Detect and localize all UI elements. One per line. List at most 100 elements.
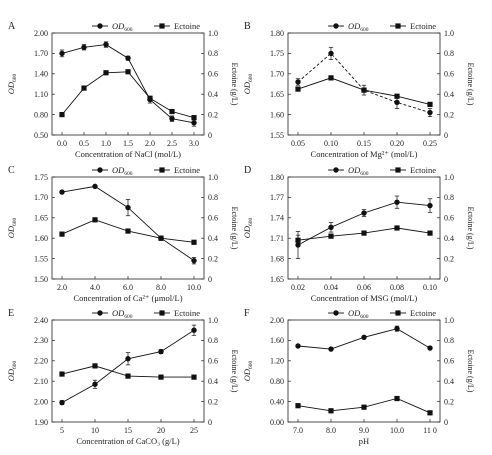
chart-panel-C: C 1.50 1.55 1.60 1.65 1.70 1.75 0 0.2 0.4 0.6 0.8 1.… <box>6 165 239 303</box>
y-right-tick-label: 0 <box>208 418 212 427</box>
data-point-ectoine <box>361 87 367 93</box>
x-tick-label: 8.0 <box>156 283 166 292</box>
data-point-od600 <box>427 202 433 209</box>
data-point-od600 <box>191 257 197 264</box>
x-tick-label: 1.5 <box>123 139 133 148</box>
y-right-tick-label: 0.4 <box>444 234 454 243</box>
y-left-tick-label: 2.00 <box>270 316 284 325</box>
x-tick-label: 0.5 <box>79 139 89 148</box>
legend-marker-ectoine <box>395 23 401 29</box>
data-point-od600 <box>125 55 131 61</box>
data-point-od600 <box>295 79 301 85</box>
y-left-tick-label: 0.50 <box>34 131 48 140</box>
data-point-ectoine <box>147 95 153 101</box>
data-point-ectoine <box>295 403 301 409</box>
panel-letter: E <box>8 308 14 319</box>
x-tick-label: 10.0 <box>390 426 404 435</box>
data-point-od600 <box>103 41 109 48</box>
y-right-tick-label: 0.4 <box>444 90 454 99</box>
data-point-od600 <box>328 50 334 57</box>
y-left-axis-title: OD600 <box>242 73 254 94</box>
legend-label-ectoine: Ectoine <box>174 165 200 175</box>
y-right-tick-label: 0.8 <box>208 193 218 202</box>
legend: OD600 Ectoine <box>92 165 200 177</box>
y-left-tick-label: 1.70 <box>34 49 48 58</box>
x-tick-label: 0.10 <box>324 139 338 148</box>
data-point-od600 <box>361 334 367 341</box>
y-right-axis-title: Ectoine (g/L) <box>466 350 475 393</box>
y-right-tick-label: 0.6 <box>444 357 454 366</box>
y-left-axis-title: OD600 <box>6 360 18 381</box>
y-left-tick-label: 0.40 <box>270 397 284 406</box>
chart-panel-A: A 0.50 0.80 1.10 1.40 1.70 2.00 0 0.2 0.4 0.6 0.8 1.… <box>6 21 239 159</box>
y-left-tick-label: 1.55 <box>34 254 48 263</box>
data-point-od600 <box>328 224 334 231</box>
x-tick-label: 0.08 <box>390 283 404 292</box>
y-left-tick-label: 1.77 <box>270 193 284 202</box>
plot-frame <box>51 32 205 136</box>
legend-label-ectoine: Ectoine <box>174 308 200 318</box>
y-left-axis-title: OD600 <box>6 217 18 238</box>
x-axis-title: Concentration of CaCO₃ (g/L) <box>76 436 179 446</box>
data-point-ectoine <box>328 233 334 239</box>
y-right-tick-label: 0.4 <box>444 377 454 386</box>
legend: OD600 Ectoine <box>92 21 200 33</box>
y-right-tick-label: 0.2 <box>444 254 454 263</box>
y-right-tick-label: 0.6 <box>444 214 454 223</box>
x-tick-label: 5 <box>60 426 64 435</box>
x-tick-label: 2.0 <box>57 283 67 292</box>
chart-panel-B: B 1.55 1.60 1.65 1.70 1.75 1.80 0 0.2 0.4 0.6 0.8 1.… <box>242 21 475 159</box>
legend: OD600 Ectoine <box>328 165 436 177</box>
y-right-tick-label: 0.8 <box>444 193 454 202</box>
legend-label-od600: OD600 <box>112 165 133 177</box>
legend-label-od600: OD600 <box>112 308 133 320</box>
y-left-axis-title: OD600 <box>6 73 18 94</box>
chart-panel-F: F 0.00 0.40 0.80 1.20 1.60 2.00 0 0.2 0.4 0.6 0.8 1.… <box>242 308 475 446</box>
data-point-ectoine <box>328 408 334 414</box>
data-point-od600 <box>394 199 400 205</box>
data-point-ectoine <box>191 115 197 121</box>
y-left-tick-label: 1.68 <box>270 254 284 263</box>
legend-marker-od600 <box>333 167 339 173</box>
y-left-tick-label: 1.65 <box>270 90 284 99</box>
legend-marker-od600 <box>333 23 339 29</box>
x-tick-label: 8.0 <box>326 426 336 435</box>
data-point-od600 <box>361 210 367 216</box>
data-point-ectoine <box>59 231 65 237</box>
data-point-ectoine <box>427 230 433 236</box>
y-left-tick-label: 2.30 <box>34 336 48 345</box>
panel-letter: B <box>244 21 251 32</box>
x-tick-label: 0.25 <box>423 139 437 148</box>
data-point-od600 <box>59 399 65 406</box>
x-tick-label: 0.15 <box>357 139 371 148</box>
data-point-ectoine <box>125 69 131 75</box>
x-tick-label: 6.0 <box>123 283 133 292</box>
plot-frame <box>287 32 441 136</box>
y-left-axis-title: OD600 <box>242 217 254 238</box>
x-tick-label: 25 <box>190 426 198 435</box>
y-right-tick-label: 0.2 <box>208 397 218 406</box>
x-tick-label: 2.5 <box>167 139 177 148</box>
data-point-ectoine <box>191 239 197 245</box>
x-tick-label: 1.0 <box>101 139 111 148</box>
x-tick-label: 20 <box>157 426 165 435</box>
x-tick-label: 3.0 <box>189 139 199 148</box>
y-left-tick-label: 1.60 <box>270 110 284 119</box>
data-point-od600 <box>191 327 197 333</box>
y-right-tick-label: 0.4 <box>208 377 218 386</box>
data-point-od600 <box>394 99 400 106</box>
x-tick-label: 0.02 <box>291 283 305 292</box>
legend-label-ectoine: Ectoine <box>410 165 436 175</box>
y-left-tick-label: 1.90 <box>34 418 48 427</box>
legend-marker-od600 <box>97 310 103 316</box>
x-tick-label: 4.0 <box>90 283 100 292</box>
legend-marker-ectoine <box>395 310 401 316</box>
data-point-ectoine <box>103 70 109 76</box>
data-point-od600 <box>59 189 65 195</box>
data-point-od600 <box>427 109 433 116</box>
legend-label-ectoine: Ectoine <box>174 21 200 31</box>
y-left-tick-label: 1.50 <box>34 275 48 284</box>
data-point-od600 <box>92 381 98 387</box>
data-point-ectoine <box>158 374 164 380</box>
data-point-ectoine <box>394 395 400 402</box>
